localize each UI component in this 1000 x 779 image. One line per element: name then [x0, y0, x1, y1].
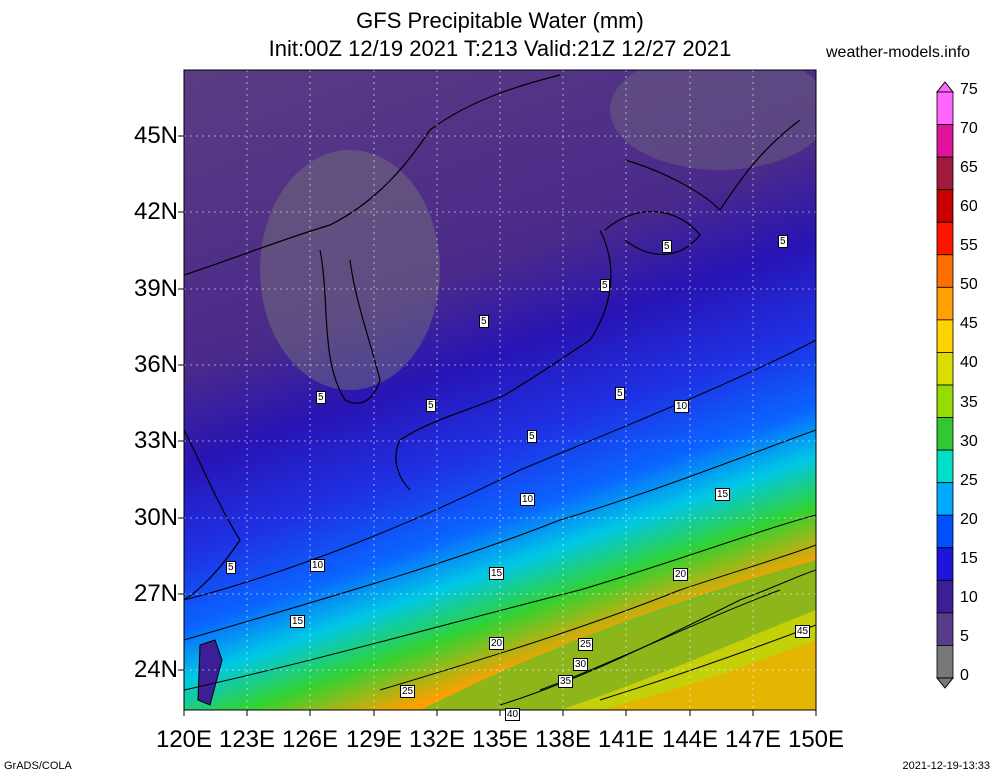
- contour-label: 40: [505, 708, 521, 721]
- contour-label: 25: [578, 638, 594, 651]
- colorbar: [935, 81, 955, 689]
- footer-right: 2021-12-19-13:33: [902, 760, 990, 772]
- contour-label: 10: [674, 400, 690, 413]
- colorbar-swatch: [936, 352, 954, 386]
- colorbar-swatch: [936, 482, 954, 516]
- contour-label: 5: [426, 399, 436, 412]
- contour-label: 5: [226, 561, 236, 574]
- colorbar-swatch: [936, 579, 954, 614]
- colorbar-label: 65: [960, 159, 978, 177]
- lon-tick: 135E: [471, 726, 529, 753]
- lat-tick: 24N: [133, 656, 178, 683]
- colorbar-label: 75: [960, 81, 978, 98]
- lon-tick: 126E: [281, 726, 339, 753]
- colorbar-swatch: [936, 189, 954, 223]
- colorbar-label: 50: [960, 276, 978, 294]
- colorbar-label: 5: [960, 627, 969, 645]
- colorbar-label: 10: [960, 588, 978, 606]
- colorbar-swatch: [936, 449, 954, 484]
- contour-label: 5: [479, 315, 489, 328]
- colorbar-label: 60: [960, 198, 978, 216]
- lat-tick: 30N: [133, 504, 178, 531]
- contour-label: 15: [290, 615, 306, 628]
- lon-tick: 120E: [155, 726, 213, 753]
- colorbar-swatch: [936, 156, 954, 191]
- colorbar-swatch: [936, 514, 954, 549]
- lon-tick: 141E: [597, 726, 655, 753]
- map-subtitle: Init:00Z 12/19 2021 T:213 Valid:21Z 12/2…: [268, 36, 732, 61]
- colorbar-swatch: [936, 612, 954, 646]
- contour-label: 45: [795, 625, 811, 638]
- colorbar-swatch: [936, 221, 954, 256]
- contour-label: 15: [489, 567, 505, 580]
- lat-tick: 33N: [133, 427, 178, 454]
- contour-label: 30: [573, 658, 589, 671]
- contour-label: 5: [527, 430, 537, 443]
- lon-tick: 123E: [218, 726, 276, 753]
- contour-label: 15: [715, 488, 731, 501]
- colorbar-swatch: [936, 547, 954, 581]
- colorbar-arrow-bottom: [935, 677, 955, 689]
- colorbar-label: 30: [960, 432, 978, 450]
- colorbar-swatch: [936, 384, 954, 418]
- lon-tick: 150E: [787, 726, 845, 753]
- map-title: GFS Precipitable Water (mm): [356, 8, 644, 33]
- lat-tick: 42N: [133, 198, 178, 225]
- lon-tick: 132E: [408, 726, 466, 753]
- contour-label: 10: [310, 559, 326, 572]
- colorbar-arrow-top: [935, 81, 955, 93]
- lon-tick: 138E: [534, 726, 592, 753]
- colorbar-swatch: [936, 91, 954, 125]
- colorbar-swatch: [936, 319, 954, 353]
- colorbar-swatch: [936, 124, 954, 158]
- lat-tick: 36N: [133, 351, 178, 378]
- colorbar-label: 15: [960, 549, 978, 567]
- contour-label: 5: [316, 391, 326, 404]
- contour-label: 5: [662, 240, 672, 253]
- colorbar-label: 55: [960, 237, 978, 255]
- lat-tick: 45N: [133, 122, 178, 149]
- contour-label: 35: [558, 675, 574, 688]
- lon-tick: 144E: [661, 726, 719, 753]
- site-label: weather-models.info: [826, 44, 971, 61]
- lat-tick: 27N: [133, 580, 178, 607]
- lat-tick: 39N: [133, 275, 178, 302]
- contour-label: 10: [520, 493, 536, 506]
- lon-tick: 129E: [345, 726, 403, 753]
- footer-left: GrADS/COLA: [4, 760, 72, 772]
- colorbar-swatch: [936, 645, 954, 679]
- contour-label: 20: [673, 568, 689, 581]
- colorbar-label: 20: [960, 510, 978, 528]
- contour-label: 5: [615, 387, 625, 400]
- contour-label: 20: [489, 637, 505, 650]
- contour-label: 25: [400, 685, 416, 698]
- colorbar-label: 40: [960, 354, 978, 372]
- colorbar-label: 0: [960, 667, 969, 684]
- colorbar-swatch: [936, 417, 954, 451]
- colorbar-swatch: [936, 254, 954, 288]
- lon-tick: 147E: [724, 726, 782, 753]
- colorbar-label: 45: [960, 315, 978, 333]
- colorbar-label: 70: [960, 120, 978, 138]
- colorbar-label: 35: [960, 393, 978, 411]
- contour-label: 5: [600, 279, 610, 292]
- colorbar-swatch: [936, 286, 954, 321]
- contour-label: 5: [778, 235, 788, 248]
- colorbar-label: 25: [960, 471, 978, 489]
